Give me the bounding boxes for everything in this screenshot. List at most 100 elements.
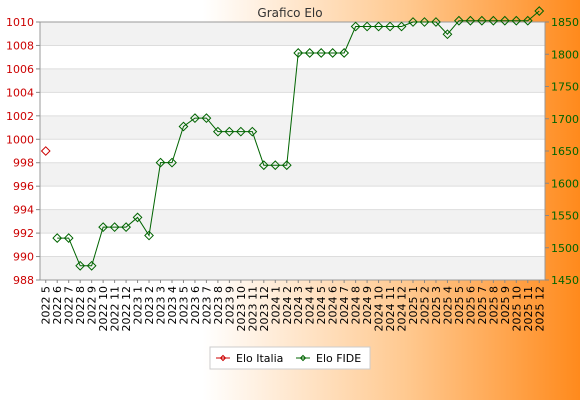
left-tick-label: 1004 xyxy=(6,86,34,99)
x-tick-label: 2023 12 xyxy=(258,286,271,332)
x-tick-label: 2024 8 xyxy=(350,286,363,325)
x-tick-label: 2023 5 xyxy=(177,286,190,325)
data-point xyxy=(258,160,269,171)
x-tick-label: 2024 10 xyxy=(373,286,386,332)
x-tick-label: 2024 6 xyxy=(327,286,340,325)
plot-band xyxy=(40,256,545,280)
data-point xyxy=(442,29,453,40)
x-tick-label: 2023 9 xyxy=(223,286,236,325)
series-line xyxy=(57,10,540,267)
data-point xyxy=(327,48,338,58)
x-tick-label: 2025 3 xyxy=(430,286,443,325)
left-tick-label: 1010 xyxy=(6,16,34,29)
data-point xyxy=(281,160,292,171)
data-point xyxy=(98,222,109,233)
left-tick-label: 988 xyxy=(13,274,34,287)
x-tick-label: 2023 7 xyxy=(200,286,213,325)
data-point xyxy=(247,126,258,137)
data-point xyxy=(316,48,327,58)
x-tick-label: 2025 1 xyxy=(407,286,420,325)
data-point xyxy=(373,21,384,32)
x-tick-label: 2025 11 xyxy=(522,286,535,332)
x-tick-label: 2024 1 xyxy=(269,286,282,325)
left-axis-ticks: 988 990 992 994 996 998 1000 1002 1004 1006 1008 10… xyxy=(6,16,40,287)
legend-box xyxy=(209,346,371,370)
data-point xyxy=(534,6,545,16)
x-tick-label: 2022 8 xyxy=(74,286,87,325)
data-point xyxy=(385,21,395,32)
chart-title: Grafico Elo xyxy=(257,6,322,20)
x-tick-label: 2023 11 xyxy=(246,286,259,332)
x-tick-label: 2024 5 xyxy=(315,286,328,325)
data-point xyxy=(499,15,510,26)
x-tick-label: 2025 12 xyxy=(533,286,546,332)
data-point xyxy=(304,48,315,58)
x-tick-label: 2023 8 xyxy=(212,286,225,325)
x-tick-label: 2022 6 xyxy=(51,286,64,325)
x-tick-label: 2023 10 xyxy=(235,286,248,332)
left-tick-label: 998 xyxy=(13,157,34,170)
legend-marker-swatch xyxy=(219,354,227,362)
x-tick-label: 2022 12 xyxy=(120,286,133,332)
x-tick-label: 2025 4 xyxy=(441,286,454,325)
x-tick-label: 2025 8 xyxy=(487,286,500,325)
data-point xyxy=(144,230,154,241)
data-point xyxy=(86,260,97,271)
data-point xyxy=(201,113,212,124)
x-tick-label: 2024 7 xyxy=(338,286,351,325)
data-point xyxy=(40,146,51,156)
data-point xyxy=(121,222,131,233)
left-tick-label: 1002 xyxy=(6,110,34,123)
data-point xyxy=(431,17,441,27)
right-tick-label: 1450 xyxy=(551,274,579,287)
plot-band xyxy=(40,209,545,234)
data-point xyxy=(339,48,350,58)
data-point xyxy=(408,17,418,27)
data-point xyxy=(293,48,304,58)
right-tick-label: 1550 xyxy=(551,210,579,223)
right-tick-label: 1500 xyxy=(551,242,579,255)
left-tick-label: 996 xyxy=(13,180,34,193)
right-tick-label: 1800 xyxy=(551,48,579,61)
data-point xyxy=(75,260,86,271)
legend-label: Elo FIDE xyxy=(316,352,361,365)
plot-band xyxy=(40,115,545,140)
x-tick-label: 2025 7 xyxy=(476,286,489,325)
x-tick-label: 2025 5 xyxy=(453,286,466,325)
x-tick-label: 2025 2 xyxy=(418,286,431,325)
data-point xyxy=(362,21,373,32)
right-tick-label: 1650 xyxy=(551,145,579,158)
data-point xyxy=(178,121,189,132)
x-tick-label: 2022 9 xyxy=(86,286,99,325)
data-point xyxy=(396,21,407,32)
x-tick-label: 2023 4 xyxy=(166,286,179,325)
data-point xyxy=(212,126,223,137)
left-tick-label: 1006 xyxy=(6,63,34,76)
x-tick-label: 2022 11 xyxy=(109,286,122,332)
plot-band xyxy=(40,92,545,116)
x-tick-label: 2024 11 xyxy=(384,286,397,332)
right-axis-ticks: 1450 1500 1550 1600 1650 1700 1750 1800 1850 xyxy=(545,16,579,287)
plot-band xyxy=(40,22,545,46)
left-tick-label: 992 xyxy=(13,227,34,240)
data-point xyxy=(235,126,246,137)
x-tick-label: 2023 6 xyxy=(189,286,202,325)
data-point xyxy=(465,15,476,26)
legend-label: Elo Italia xyxy=(236,352,283,365)
x-tick-label: 2022 7 xyxy=(63,286,76,325)
legend: Elo Italia Elo FIDE xyxy=(209,346,371,370)
right-tick-label: 1850 xyxy=(551,16,579,29)
data-point xyxy=(522,15,533,26)
x-tick-label: 2023 1 xyxy=(132,286,145,325)
data-point xyxy=(167,157,177,168)
x-tick-label: 2024 3 xyxy=(292,286,305,325)
x-tick-label: 2025 10 xyxy=(510,286,523,332)
plot-band xyxy=(40,233,545,257)
left-tick-label: 1000 xyxy=(6,133,34,146)
right-tick-label: 1750 xyxy=(551,81,579,94)
data-point xyxy=(132,212,143,223)
x-tick-label: 2022 5 xyxy=(40,286,53,325)
x-tick-label: 2024 12 xyxy=(396,286,409,332)
